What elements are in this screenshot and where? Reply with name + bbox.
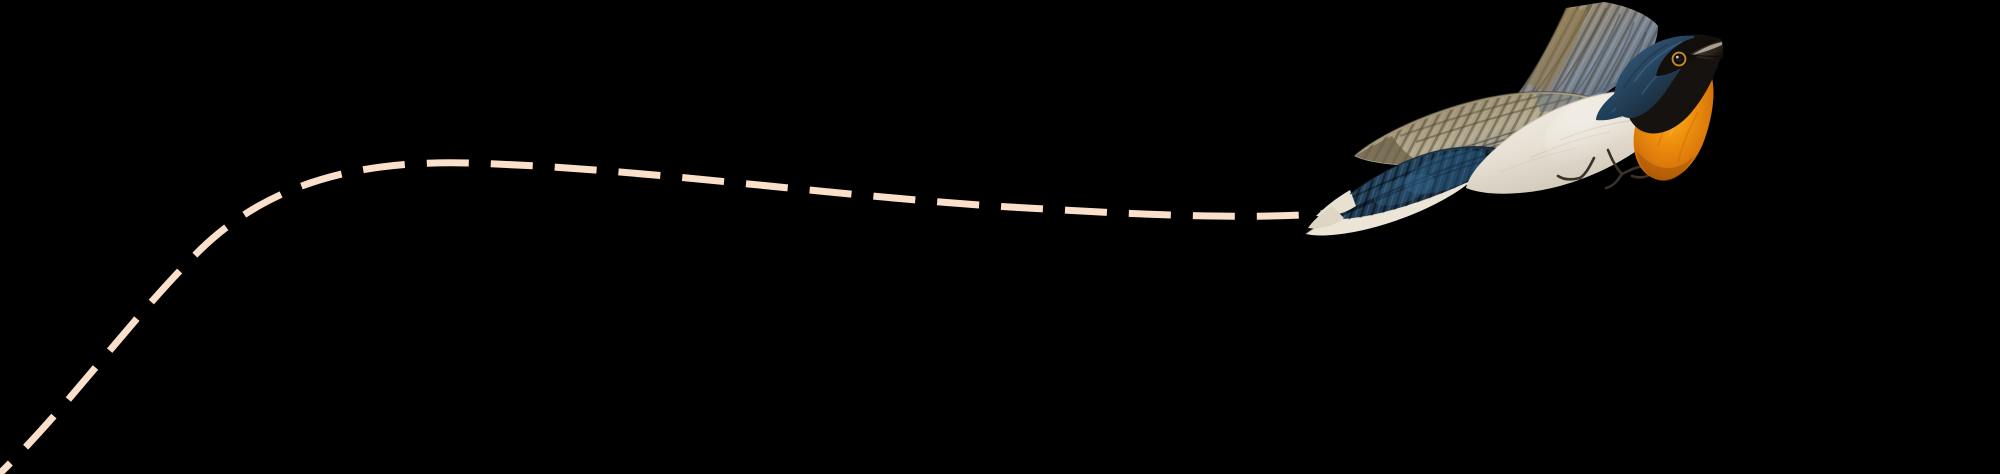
bird-beak: [1689, 41, 1724, 60]
flight-path: [0, 159, 1393, 474]
bird-illustration: [1305, 2, 1724, 236]
tail-white-tips: [1308, 190, 1356, 229]
bird-eye: [1671, 51, 1687, 67]
